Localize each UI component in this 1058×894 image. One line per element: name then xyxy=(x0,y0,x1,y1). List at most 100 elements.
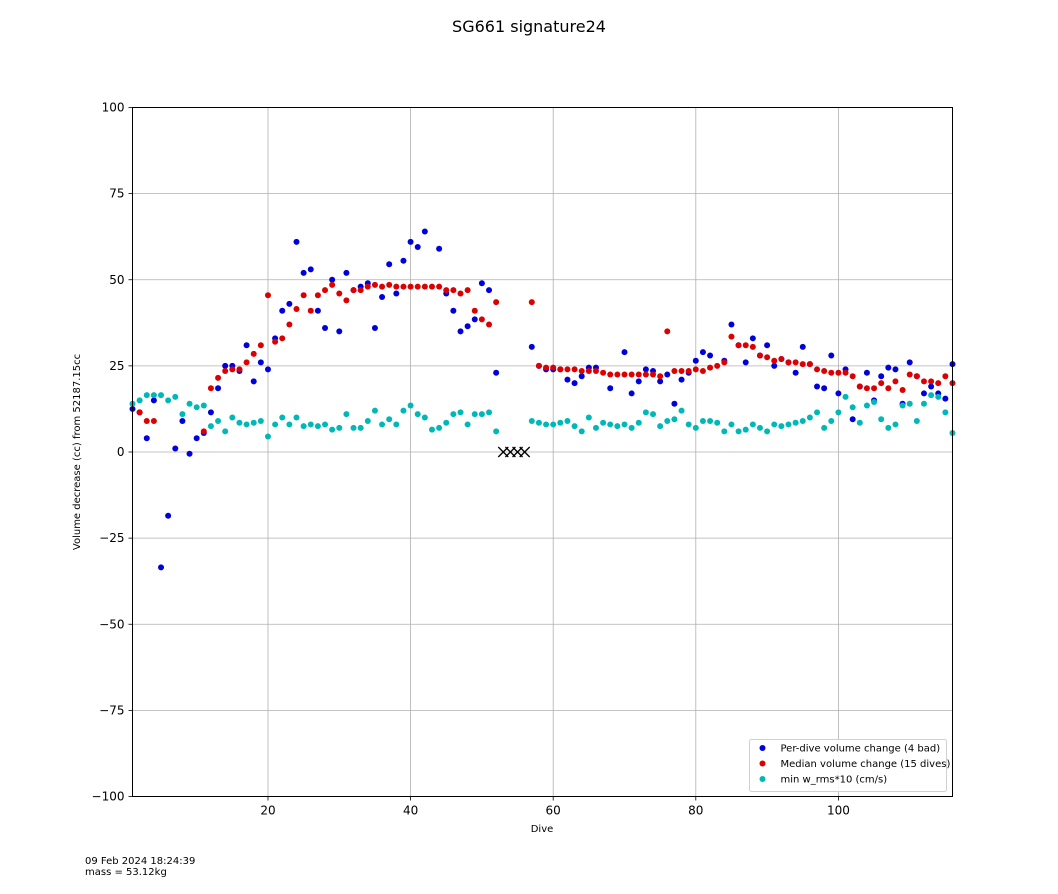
data-point xyxy=(486,321,493,328)
data-point xyxy=(450,307,457,314)
data-point xyxy=(828,352,835,359)
data-point xyxy=(307,307,314,314)
data-point xyxy=(307,421,314,428)
data-point xyxy=(600,419,607,426)
data-point xyxy=(471,316,478,323)
data-point xyxy=(928,383,935,390)
data-point xyxy=(856,383,863,390)
series-2 xyxy=(129,392,956,440)
data-point xyxy=(585,414,592,421)
data-point xyxy=(535,362,542,369)
data-point xyxy=(678,368,685,375)
data-point xyxy=(314,423,321,430)
data-point xyxy=(250,378,257,385)
footer-info: 09 Feb 2024 18:24:39 mass = 53.12kg xyxy=(85,856,195,878)
data-point xyxy=(421,283,428,290)
timestamp: 09 Feb 2024 18:24:39 xyxy=(85,856,196,867)
x-tick-label: 100 xyxy=(827,804,850,818)
data-point xyxy=(920,400,927,407)
data-point xyxy=(150,397,157,404)
data-point xyxy=(436,424,443,431)
data-point xyxy=(300,269,307,276)
data-point xyxy=(407,402,414,409)
data-point xyxy=(614,371,621,378)
data-point xyxy=(671,400,678,407)
y-tick-label: 0 xyxy=(117,445,125,459)
data-point xyxy=(286,321,293,328)
data-point xyxy=(450,287,457,294)
data-point xyxy=(578,368,585,375)
data-point xyxy=(664,328,671,335)
data-point xyxy=(243,342,250,349)
data-point xyxy=(186,400,193,407)
data-point xyxy=(564,366,571,373)
data-point xyxy=(642,366,649,373)
data-point xyxy=(264,292,271,299)
data-point xyxy=(878,380,885,387)
data-point xyxy=(400,283,407,290)
data-point xyxy=(272,338,279,345)
data-point xyxy=(842,369,849,376)
data-point xyxy=(386,416,393,423)
data-point xyxy=(863,385,870,392)
data-point xyxy=(286,421,293,428)
data-point xyxy=(735,428,742,435)
legend-marker xyxy=(759,760,766,767)
legend-label: min w_rms*10 (cm/s) xyxy=(781,775,888,786)
legend-marker xyxy=(759,776,766,782)
data-point xyxy=(828,417,835,424)
y-tick-label: 25 xyxy=(109,359,124,373)
data-point xyxy=(343,297,350,304)
x-tick-label: 40 xyxy=(403,804,418,818)
data-point xyxy=(785,359,792,366)
data-point xyxy=(207,385,214,392)
data-point xyxy=(621,349,628,356)
data-point xyxy=(371,324,378,331)
data-point xyxy=(172,445,179,452)
data-point xyxy=(571,366,578,373)
data-point xyxy=(920,390,927,397)
data-point xyxy=(671,368,678,375)
data-point xyxy=(336,290,343,297)
data-point xyxy=(792,369,799,376)
data-point xyxy=(814,366,821,373)
data-point xyxy=(906,359,913,366)
data-point xyxy=(443,287,450,294)
data-point xyxy=(293,238,300,245)
y-axis-label: Volume decrease (cc) from 52187.15cc xyxy=(72,354,83,550)
data-point xyxy=(414,244,421,251)
data-point xyxy=(186,450,193,457)
data-point xyxy=(336,424,343,431)
data-point xyxy=(607,371,614,378)
axis-ticks: 20 40 60 80 100 −100 −75 −50 −25 0 25 50 75 100 xyxy=(92,101,850,818)
data-point xyxy=(243,421,250,428)
data-point xyxy=(207,423,214,430)
data-point xyxy=(158,564,165,571)
data-point xyxy=(714,362,721,369)
data-point xyxy=(657,423,664,430)
data-point xyxy=(692,366,699,373)
data-point xyxy=(264,366,271,373)
data-point xyxy=(143,417,150,424)
data-point xyxy=(379,293,386,300)
data-point xyxy=(229,366,236,373)
data-point xyxy=(935,380,942,387)
data-point xyxy=(293,414,300,421)
data-point xyxy=(193,404,200,411)
data-point xyxy=(871,385,878,392)
series-3 xyxy=(497,446,531,458)
grid xyxy=(132,107,953,797)
data-point xyxy=(486,409,493,416)
x-marker xyxy=(519,446,531,458)
legend-label: Median volume change (15 dives) xyxy=(781,759,951,770)
y-tick-label: −75 xyxy=(99,703,124,717)
data-point xyxy=(243,359,250,366)
data-point xyxy=(457,290,464,297)
y-tick-label: −50 xyxy=(99,617,124,631)
data-point xyxy=(906,400,913,407)
data-point xyxy=(735,342,742,349)
data-point xyxy=(414,283,421,290)
data-point xyxy=(207,409,214,416)
x-tick-label: 60 xyxy=(546,804,561,818)
